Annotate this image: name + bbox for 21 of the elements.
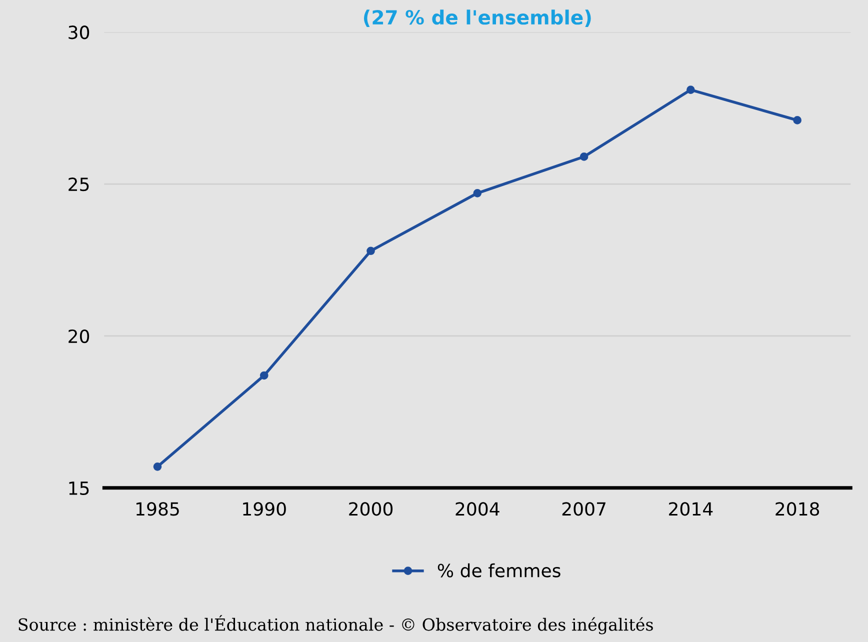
y-tick-label: 30 <box>68 26 90 40</box>
source-note: Source : ministère de l'Éducation nationale - © Observatoire des inégalités <box>18 615 653 634</box>
point <box>473 188 482 198</box>
x-tick-label: 2007 <box>562 502 606 516</box>
point <box>580 152 588 161</box>
legend-label: % de femmes <box>438 563 560 578</box>
point <box>793 116 802 124</box>
y-tick-label: 15 <box>69 482 89 496</box>
point <box>686 86 695 94</box>
x-tick-label: 2000 <box>349 502 393 516</box>
point <box>260 371 268 380</box>
y-tick-label: 25 <box>68 178 89 192</box>
point <box>153 462 162 471</box>
y-tick-label: 20 <box>68 329 90 344</box>
x-tick-label: 1985 <box>136 502 179 516</box>
x-tick-label: 2004 <box>456 502 500 516</box>
x-tick-label: 1990 <box>243 502 286 516</box>
x-tick-label: 2018 <box>776 502 820 516</box>
point <box>366 246 375 256</box>
chart-subtitle: (27 % de l'ensemble) <box>364 10 591 27</box>
x-tick-label: 2014 <box>669 502 713 516</box>
